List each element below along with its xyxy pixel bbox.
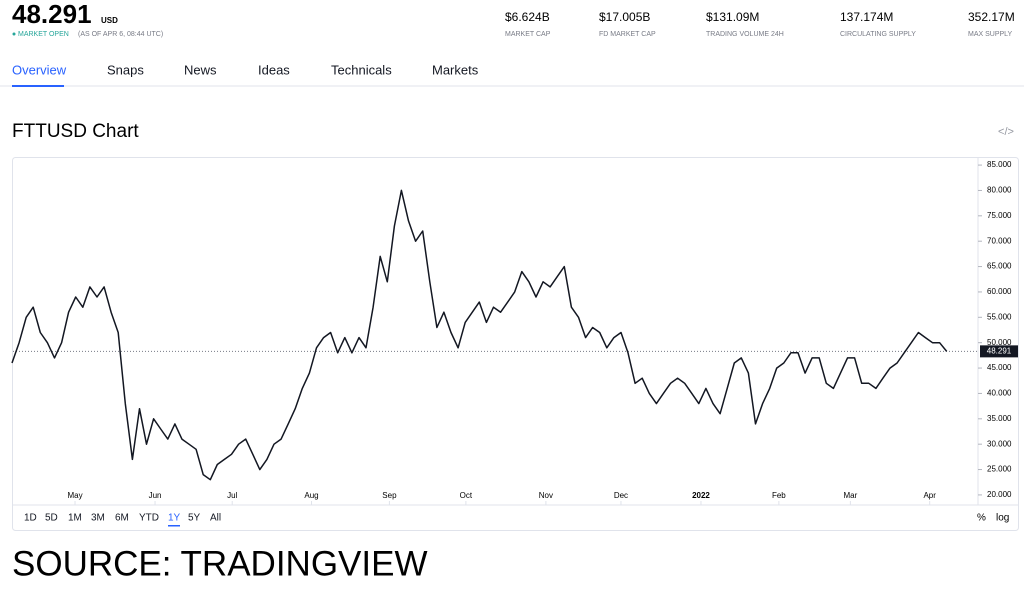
- scale-option[interactable]: log: [996, 513, 1009, 524]
- market-status: MARKET OPEN: [18, 31, 69, 38]
- stat-label: CIRCULATING SUPPLY: [840, 31, 916, 38]
- last-price-label: 48.291: [987, 346, 1012, 355]
- tab[interactable]: Technicals: [331, 62, 392, 77]
- tab[interactable]: Markets: [432, 62, 479, 77]
- x-tick-label: Sep: [382, 491, 397, 500]
- range-button[interactable]: 1Y: [168, 513, 181, 524]
- range-button[interactable]: 6M: [115, 513, 129, 524]
- x-tick-label: Jun: [149, 491, 162, 500]
- y-tick-label: 40.000: [987, 389, 1012, 398]
- range-button[interactable]: All: [210, 513, 221, 524]
- y-tick-label: 45.000: [987, 363, 1012, 372]
- range-button[interactable]: YTD: [139, 513, 159, 524]
- active-tab-underline: [12, 85, 64, 87]
- x-tick-label: Jul: [227, 491, 237, 500]
- as-of: (AS OF APR 6, 08:44 UTC): [78, 31, 163, 38]
- tab[interactable]: Snaps: [107, 62, 144, 77]
- y-tick-label: 20.000: [987, 490, 1012, 499]
- range-button[interactable]: 5Y: [188, 513, 201, 524]
- tab[interactable]: Ideas: [258, 62, 290, 77]
- x-tick-label: Aug: [304, 491, 318, 500]
- stat-value: 352.17M: [968, 10, 1015, 24]
- y-tick-label: 85.000: [987, 160, 1012, 169]
- chart-title: FTTUSD Chart: [12, 121, 139, 142]
- y-tick-label: 75.000: [987, 211, 1012, 220]
- x-tick-label: May: [67, 491, 82, 500]
- x-tick-label: Mar: [843, 491, 857, 500]
- x-tick-label: Feb: [772, 491, 786, 500]
- range-button[interactable]: 1D: [24, 513, 37, 524]
- chart-frame: [12, 157, 1019, 531]
- tab[interactable]: News: [184, 62, 217, 77]
- embed-icon[interactable]: </>: [998, 126, 1014, 138]
- y-tick-label: 50.000: [987, 338, 1012, 347]
- x-tick-label: Nov: [539, 491, 553, 500]
- y-tick-label: 60.000: [987, 287, 1012, 296]
- status-dot: [12, 32, 16, 36]
- stat-value: $6.624B: [505, 10, 550, 24]
- price-line: [11, 189, 948, 481]
- y-tick-label: 70.000: [987, 236, 1012, 245]
- stat-label: MARKET CAP: [505, 31, 551, 38]
- range-button[interactable]: 5D: [45, 513, 58, 524]
- stat-label: MAX SUPPLY: [968, 31, 1013, 38]
- x-tick-label: 2022: [692, 491, 710, 500]
- stat-label: FD MARKET CAP: [599, 31, 656, 38]
- stat-value: 137.174M: [840, 10, 893, 24]
- source: SOURCE: TRADINGVIEW: [12, 544, 428, 583]
- y-tick-label: 65.000: [987, 262, 1012, 271]
- x-tick-label: Dec: [614, 491, 628, 500]
- x-tick-label: Oct: [460, 491, 473, 500]
- stat-value: $131.09M: [706, 10, 759, 24]
- tab[interactable]: Overview: [12, 62, 67, 77]
- range-button[interactable]: 1M: [68, 513, 82, 524]
- price: 48.291: [12, 0, 92, 29]
- y-tick-label: 35.000: [987, 414, 1012, 423]
- stat-value: $17.005B: [599, 10, 650, 24]
- range-button[interactable]: 3M: [91, 513, 105, 524]
- y-tick-label: 30.000: [987, 439, 1012, 448]
- scale-option[interactable]: %: [977, 513, 986, 524]
- active-range-underline: [168, 525, 180, 527]
- last-price-badge: [980, 345, 1018, 358]
- y-tick-label: 25.000: [987, 465, 1012, 474]
- stat-label: TRADING VOLUME 24H: [706, 31, 784, 38]
- y-tick-label: 55.000: [987, 312, 1012, 321]
- y-tick-label: 80.000: [987, 186, 1012, 195]
- x-tick-label: Apr: [923, 491, 936, 500]
- currency: USD: [101, 16, 118, 25]
